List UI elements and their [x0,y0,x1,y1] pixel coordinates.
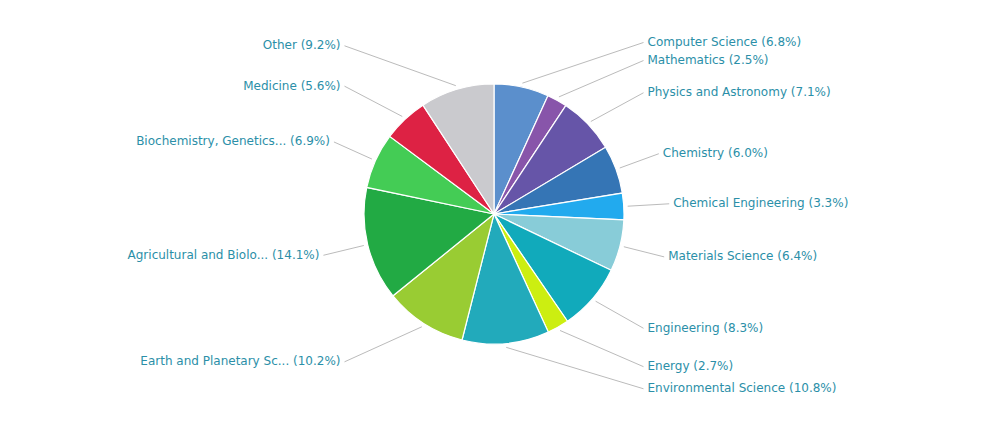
pie [364,84,624,344]
leader-line [624,247,664,257]
slice-label: Other (9.2%) [263,38,341,52]
slice-label: Physics and Astronomy (7.1%) [648,85,831,99]
slice-label: Materials Science (6.4%) [668,249,817,263]
slice-label: Chemical Engineering (3.3%) [673,196,848,210]
leader-line [345,46,456,86]
labels: Computer Science (6.8%) Mathematics (2.5%… [128,35,849,395]
leader-line [628,204,670,206]
slice-label: Computer Science (6.8%) [648,35,802,49]
leader-line [596,301,644,328]
slice-label: Mathematics (2.5%) [648,53,769,67]
slice-label: Chemistry (6.0%) [663,146,768,160]
leader-line [345,327,422,362]
leader-line [620,154,659,168]
leader-line [560,330,643,366]
slice-label: Energy (2.7%) [648,359,734,373]
slice-label: Agricultural and Biolo... (14.1%) [128,248,320,262]
slice-label: Engineering (8.3%) [648,321,764,335]
chart: Computer Science (6.8%) Mathematics (2.5%… [0,0,988,428]
leader-line [559,61,644,97]
slice-label: Environmental Science (10.8%) [648,381,837,395]
leader-line [345,86,403,116]
slice-label: Earth and Planetary Sc... (10.2%) [140,354,340,368]
pie-slice [423,84,494,214]
slice-label: Medicine (5.6%) [243,79,340,93]
leader-line [506,347,643,388]
leader-line [334,142,372,159]
leader-line [323,245,363,255]
slice-label: Biochemistry, Genetics... (6.9%) [136,134,330,148]
leader-line [522,42,643,83]
leader-line [591,93,644,122]
